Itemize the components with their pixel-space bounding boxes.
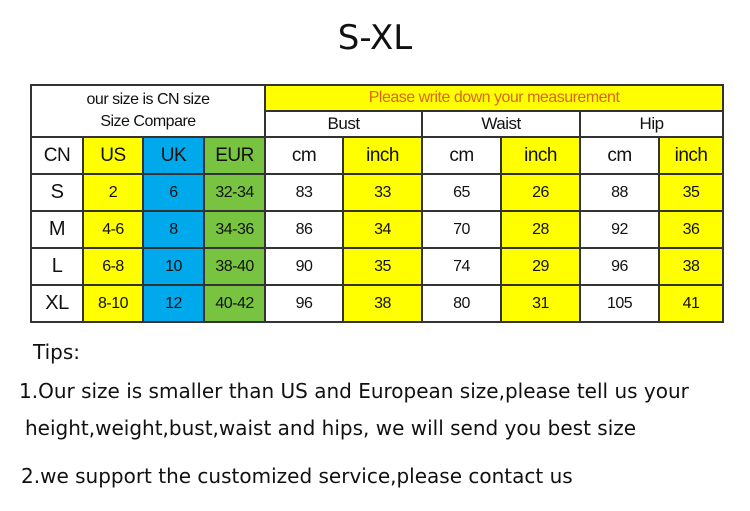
table-cell: 38-40: [202, 247, 267, 286]
table-cell: 28: [500, 210, 582, 249]
column-header-inch: inch: [342, 136, 424, 175]
column-header-eur: EUR: [202, 136, 267, 175]
table-cell: 8-10: [82, 284, 144, 323]
table-cell: 83: [264, 173, 345, 212]
table-cell: 65: [421, 173, 503, 212]
table-cell: 35: [342, 247, 424, 286]
table-cell: 96: [264, 284, 345, 323]
group-waist: Waist: [421, 110, 582, 138]
column-header-cm: cm: [264, 136, 345, 175]
table-cell: 34-36: [202, 210, 267, 249]
table-cell: 32-34: [202, 173, 267, 212]
chart-title: S-XL: [337, 18, 413, 58]
column-header-row: CN US UK EUR cm inch cm inch cm inch: [30, 136, 725, 175]
tips-heading: Tips:: [33, 340, 81, 364]
size-label: XL: [30, 284, 84, 323]
table-cell: 92: [579, 210, 661, 249]
table-cell: 35: [658, 173, 725, 212]
size-compare-header: our size is CN size Size Compare: [29, 84, 267, 138]
table-cell: 38: [658, 247, 725, 286]
table-cell: 74: [421, 247, 503, 286]
table-cell: 8: [142, 210, 205, 249]
column-header-inch: inch: [658, 136, 725, 175]
table-cell: 6-8: [82, 247, 144, 286]
table-cell: 31: [500, 284, 582, 323]
measurement-header: Please write down your measurement: [264, 84, 725, 112]
group-bust: Bust: [264, 110, 424, 138]
table-cell: 38: [342, 284, 424, 323]
compare-line-1: our size is CN size: [86, 91, 210, 108]
table-cell: 12: [142, 284, 205, 323]
table-cell: 90: [264, 247, 345, 286]
table-cell: 36: [658, 210, 725, 249]
table-cell: 80: [421, 284, 503, 323]
table-cell: 86: [264, 210, 345, 249]
size-label: S: [30, 173, 84, 212]
column-header-cn: CN: [30, 136, 84, 175]
table-cell: 4-6: [82, 210, 144, 249]
table-cell: 96: [579, 247, 661, 286]
table-row: XL 8-10 12 40-42 96 38 80 31 105 41: [30, 284, 725, 323]
table-cell: 105: [579, 284, 661, 323]
table-cell: 34: [342, 210, 424, 249]
table-cell: 41: [658, 284, 725, 323]
group-hip: Hip: [579, 110, 725, 138]
column-header-cm: cm: [421, 136, 503, 175]
table-cell: 6: [142, 173, 205, 212]
table-cell: 33: [342, 173, 424, 212]
table-row: M 4-6 8 34-36 86 34 70 28 92 36: [30, 210, 725, 249]
table-row: S 2 6 32-34 83 33 65 26 88 35: [30, 173, 725, 212]
column-header-us: US: [82, 136, 144, 175]
table-cell: 40-42: [202, 284, 267, 323]
tip-line-3: 2.we support the customized service,plea…: [21, 464, 573, 488]
table-row: L 6-8 10 38-40 90 35 74 29 96 38: [30, 247, 725, 286]
table-cell: 88: [579, 173, 661, 212]
column-header-cm: cm: [579, 136, 661, 175]
table-cell: 29: [500, 247, 582, 286]
table-cell: 70: [421, 210, 503, 249]
table-cell: 10: [142, 247, 205, 286]
size-chart-table: our size is CN size Size Compare Please …: [29, 84, 725, 323]
column-header-uk: UK: [142, 136, 205, 175]
table-cell: 2: [82, 173, 144, 212]
column-header-inch: inch: [500, 136, 582, 175]
tip-line-1: 1.Our size is smaller than US and Europe…: [19, 379, 689, 403]
tip-line-2: height,weight,bust,waist and hips, we wi…: [25, 416, 637, 440]
compare-line-2: Size Compare: [100, 113, 196, 130]
size-label: L: [30, 247, 84, 286]
size-label: M: [30, 210, 84, 249]
table-cell: 26: [500, 173, 582, 212]
